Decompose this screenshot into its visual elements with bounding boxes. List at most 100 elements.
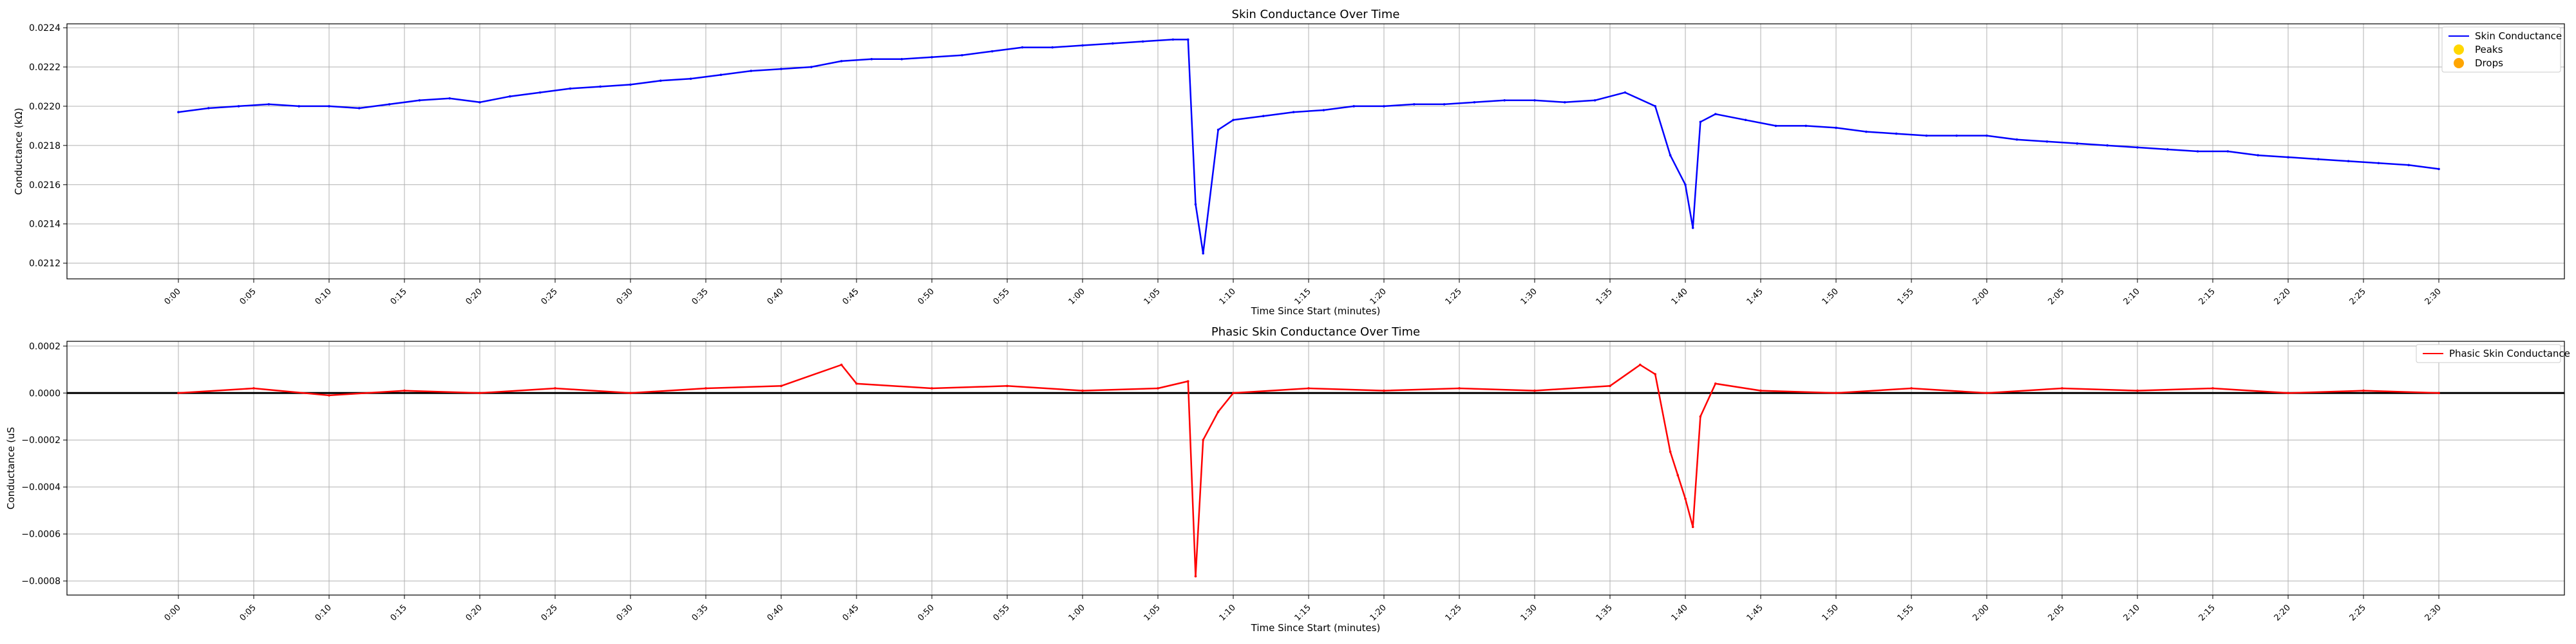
series-point <box>1624 91 1627 94</box>
series-point <box>1835 126 1837 129</box>
legend-peaks-label: Peaks <box>2475 44 2503 55</box>
series-point <box>1503 99 1506 102</box>
series-line-0 <box>178 39 2439 254</box>
chart-bottom-legend-box <box>2416 344 2561 363</box>
series-point <box>1691 227 1694 229</box>
series-point <box>1187 380 1189 383</box>
series-point <box>177 111 180 113</box>
series-point <box>2257 154 2259 156</box>
series-point <box>1654 373 1656 375</box>
series-point <box>1081 44 1084 47</box>
series-point <box>1051 46 1054 49</box>
series-point <box>1691 526 1694 529</box>
series-point <box>900 58 903 61</box>
series-point <box>780 384 782 388</box>
series-point <box>1533 99 1536 102</box>
chart-bottom-y-ticks: −0.0008 −0.0006 −0.0004 −0.0002 0.0000 0.0002 <box>21 341 67 587</box>
series-point <box>1955 134 1958 137</box>
series-point <box>207 107 210 109</box>
series-point <box>298 105 301 108</box>
series-point <box>1564 101 1566 104</box>
series-point <box>1194 203 1197 206</box>
series-point <box>328 394 330 397</box>
series-point <box>599 85 601 88</box>
series-point <box>2196 150 2199 153</box>
series-point <box>177 392 180 395</box>
chart-top-grid <box>67 24 2564 279</box>
legend-peaks-marker-icon <box>2454 44 2464 55</box>
series-point <box>328 105 330 108</box>
chart-top: Skin Conductance Over Time 0.02120.02140… <box>13 8 2565 317</box>
series-point <box>870 58 873 61</box>
y-tick-label: −0.0004 <box>21 482 61 493</box>
series-point <box>780 68 782 70</box>
series-point <box>1699 415 1702 418</box>
series-point <box>1804 124 1807 128</box>
chart-top-x-axis-label: Time Since Start (minutes) <box>1251 305 1381 317</box>
series-point <box>1910 387 1913 390</box>
series-point <box>1292 111 1295 113</box>
series-point <box>629 392 632 395</box>
series-point <box>1232 118 1235 122</box>
chart-top-y-ticks: 0.0212 0.0214 0.0216 0.0218 0.0220 0.0222 0.02… <box>29 23 67 269</box>
series-point <box>931 55 933 59</box>
series-point <box>1593 99 1596 102</box>
series-point <box>750 70 752 72</box>
series-point <box>2287 156 2289 158</box>
series-point <box>1714 382 1717 385</box>
series-point <box>2407 164 2410 167</box>
series-point <box>931 387 933 390</box>
series-point <box>237 105 240 108</box>
series-point <box>1443 103 1446 106</box>
series-point <box>2136 389 2139 392</box>
chart-bottom-plot-frame <box>66 341 2565 596</box>
y-tick-label: 0.0218 <box>29 141 61 151</box>
series-point <box>1217 128 1220 131</box>
series-point <box>1473 101 1476 104</box>
series-point <box>1759 389 1762 392</box>
series-point <box>629 83 632 86</box>
y-tick-label: −0.0006 <box>21 529 61 540</box>
legend-skin-conductance-label: Skin Conductance <box>2475 30 2562 42</box>
series-point <box>659 79 662 82</box>
series-point <box>267 103 270 106</box>
series-point <box>569 87 572 90</box>
chart-top-legend: Skin Conductance Peaks Drops <box>2441 26 2562 73</box>
series-point <box>1684 183 1687 186</box>
series-point <box>1684 497 1687 500</box>
series-point <box>1925 134 1928 137</box>
series-point <box>1865 130 1868 133</box>
y-tick-label: 0.0002 <box>29 341 61 352</box>
series-point <box>810 66 813 68</box>
series-point <box>418 99 421 102</box>
series-point <box>1774 124 1777 128</box>
y-tick-label: 0.0216 <box>29 180 61 191</box>
y-tick-label: 0.0222 <box>29 62 61 73</box>
legend-phasic-label: Phasic Skin Conductance <box>2449 348 2570 359</box>
series-point <box>2211 387 2214 390</box>
series-point <box>1187 38 1189 41</box>
series-point <box>1699 120 1702 124</box>
series-point <box>388 103 391 106</box>
series-point <box>1383 105 1385 108</box>
series-point <box>1533 389 1536 392</box>
series-point <box>2136 146 2139 149</box>
chart-bottom-x-axis-label: Time Since Start (minutes) <box>1251 622 1381 634</box>
chart-bottom-title: Phasic Skin Conductance Over Time <box>1211 325 1420 339</box>
series-point <box>1413 103 1416 106</box>
series-point <box>1835 392 1837 395</box>
chart-top-legend-box <box>2441 26 2561 73</box>
series-point <box>1714 113 1717 115</box>
series-point <box>1654 105 1656 108</box>
series-point <box>2287 392 2289 395</box>
series-point <box>403 389 406 392</box>
y-tick-label: 0.0212 <box>29 259 61 269</box>
series-point <box>1985 392 1988 395</box>
y-tick-label: −0.0002 <box>21 435 61 446</box>
series-point <box>1141 40 1144 43</box>
series-point <box>448 97 451 100</box>
series-point <box>1669 154 1672 156</box>
series-point <box>509 95 511 98</box>
series-point <box>719 73 723 76</box>
